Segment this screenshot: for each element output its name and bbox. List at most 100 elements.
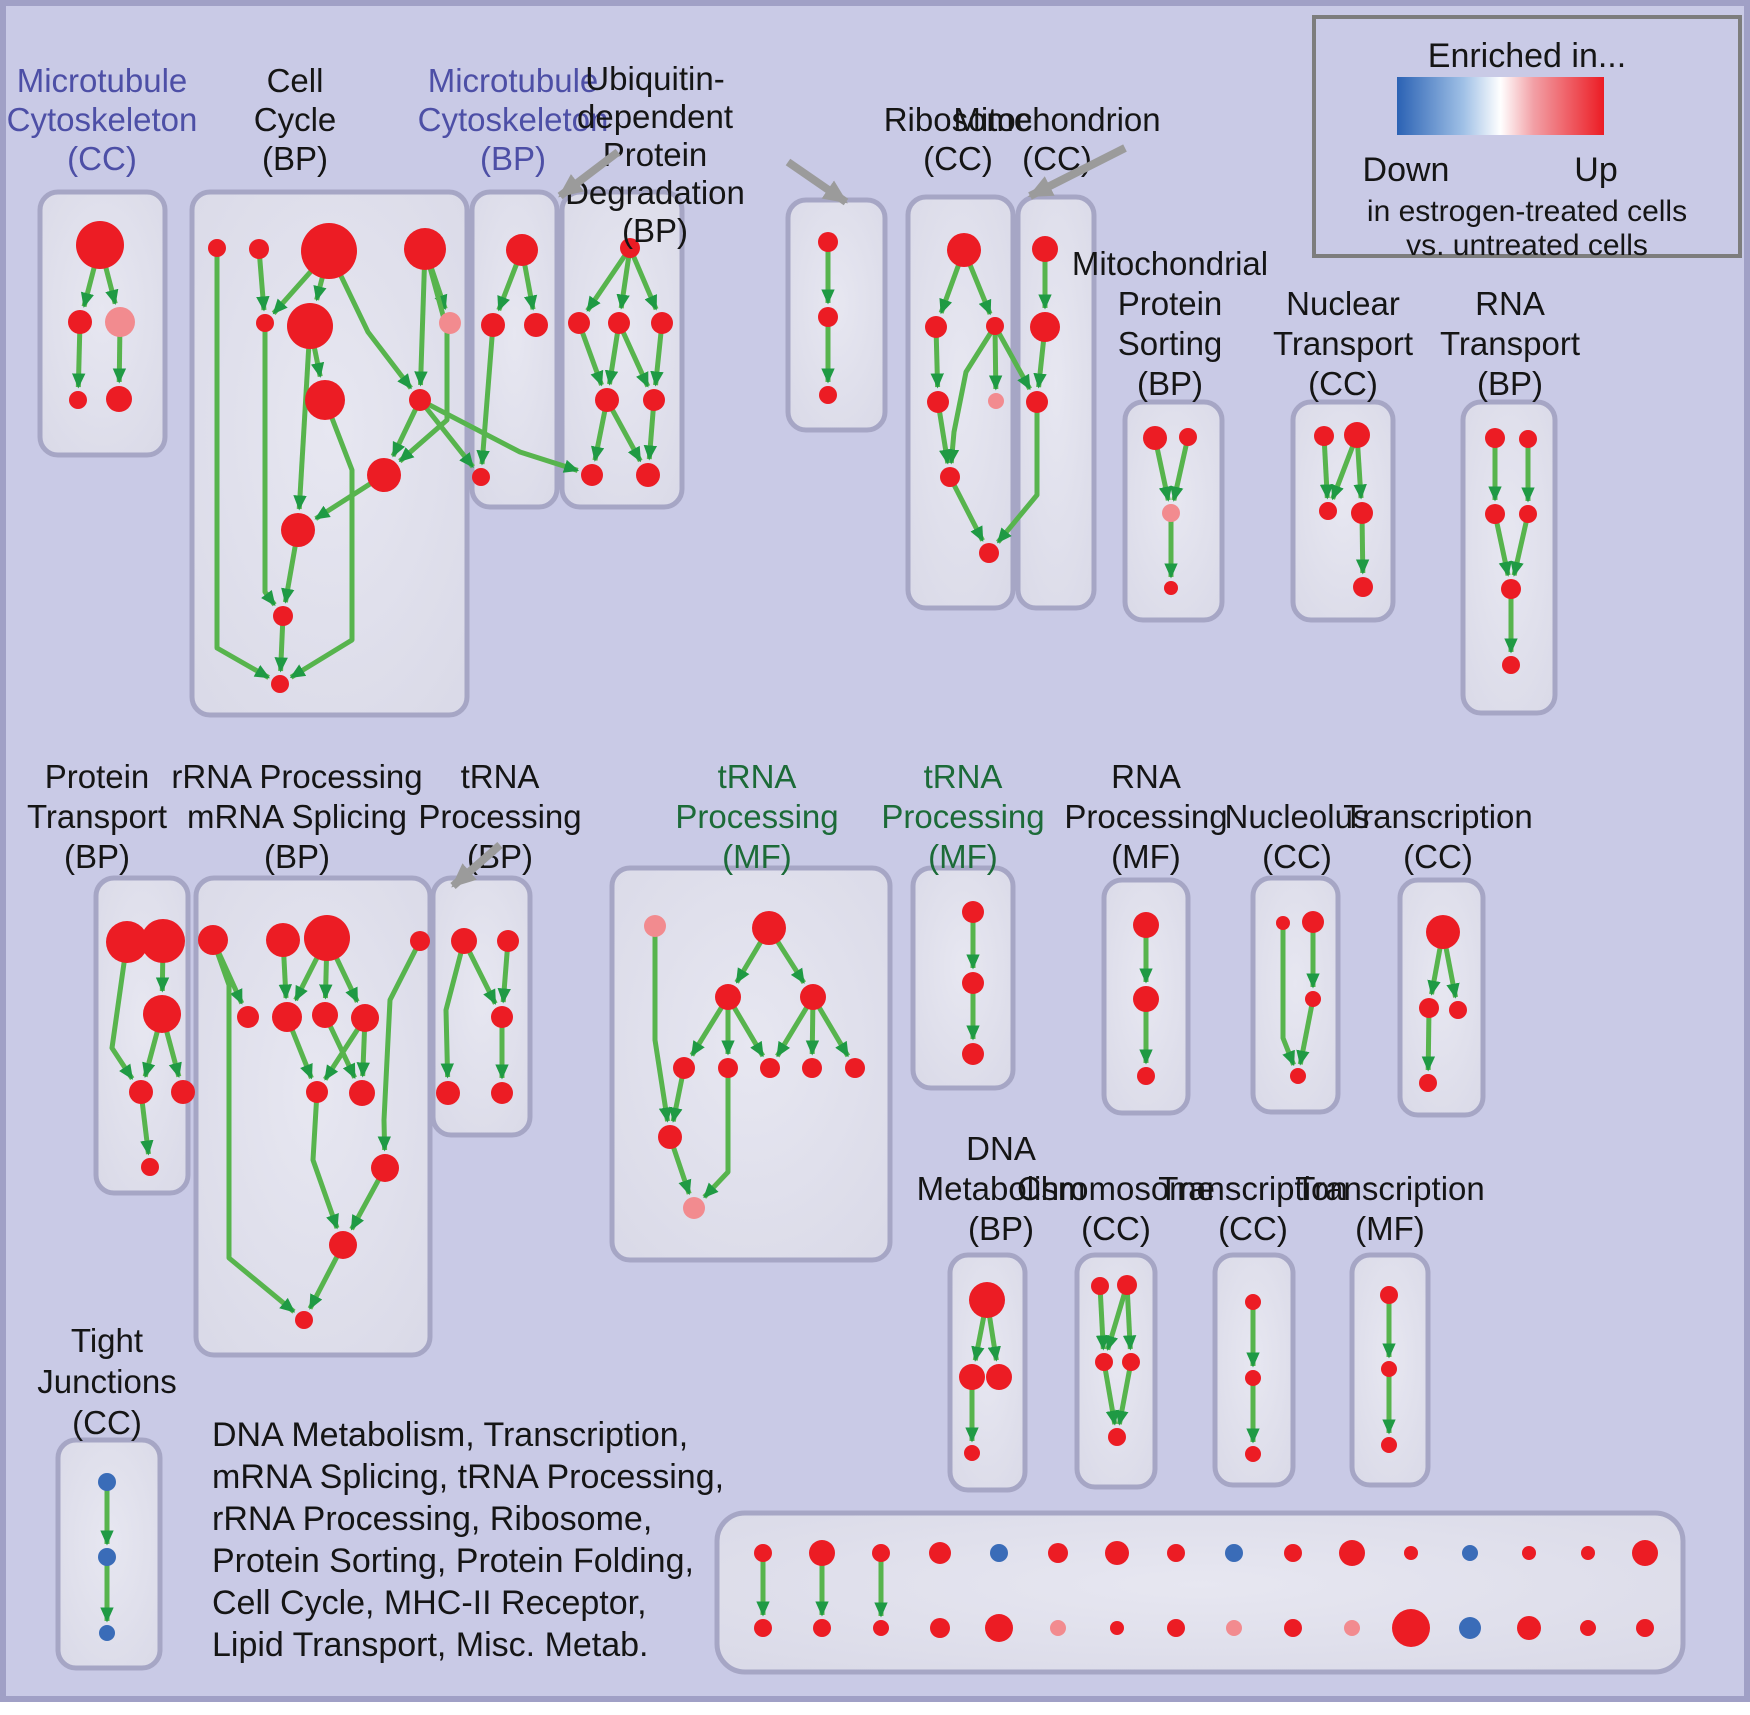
go-term-node xyxy=(985,1614,1013,1642)
go-term-edge xyxy=(988,325,1003,391)
go-term-node xyxy=(1117,1275,1137,1295)
go-term-node xyxy=(608,312,630,334)
go-term-node xyxy=(1632,1540,1658,1566)
go-term-edge xyxy=(627,247,659,311)
go-term-node xyxy=(988,393,1004,409)
go-term-edge xyxy=(289,399,355,680)
go-term-node xyxy=(802,1058,822,1078)
go-term-node xyxy=(1284,1619,1302,1637)
go-term-node xyxy=(1404,1546,1418,1560)
go-term-edge xyxy=(476,324,496,466)
go-term-edge xyxy=(326,249,413,390)
go-term-node xyxy=(249,239,269,259)
go-term-node xyxy=(106,921,148,963)
cluster-box-microtubule-cytoskeleton-bp xyxy=(469,189,560,510)
go-term-node xyxy=(873,1620,889,1636)
go-term-node xyxy=(439,312,461,334)
go-term-edge xyxy=(1510,513,1531,577)
go-term-node xyxy=(754,1544,772,1562)
go-term-node xyxy=(301,223,357,279)
go-term-edge xyxy=(1105,1284,1130,1351)
go-term-node xyxy=(1048,1543,1068,1563)
label-pointer-arrow xyxy=(785,158,849,206)
go-term-node xyxy=(818,232,838,252)
go-term-node xyxy=(962,1043,984,1065)
label-pointer-arrow xyxy=(557,148,621,200)
go-term-node xyxy=(809,1540,835,1566)
go-term-node xyxy=(1580,1620,1596,1636)
cluster-box-nuclear-transport-cc xyxy=(1290,399,1396,623)
go-term-node xyxy=(1167,1619,1185,1637)
go-term-node xyxy=(1381,1361,1397,1377)
go-term-node xyxy=(1095,1353,1113,1371)
go-term-node xyxy=(1339,1540,1365,1566)
go-term-node xyxy=(208,239,226,257)
go-term-node xyxy=(481,313,505,337)
go-term-node xyxy=(947,233,981,267)
go-term-edge xyxy=(1115,1361,1134,1426)
go-term-edge xyxy=(1280,923,1296,1067)
go-term-node xyxy=(683,1197,705,1219)
go-term-node xyxy=(1353,577,1373,597)
legend-down-label: Down xyxy=(1362,151,1450,189)
go-term-node xyxy=(1517,1616,1541,1640)
go-term-node xyxy=(436,1081,460,1105)
go-term-node xyxy=(1226,1620,1242,1636)
legend-up-label: Up xyxy=(1574,151,1618,189)
cluster-label-nucleolus-cc: Nucleolus (CC) xyxy=(1225,798,1370,875)
go-term-edge xyxy=(377,939,423,1152)
go-term-node xyxy=(1302,911,1324,933)
go-term-node xyxy=(472,468,490,486)
go-term-edge xyxy=(1296,998,1316,1066)
go-term-node xyxy=(818,307,838,327)
legend-subtitle-line2: vs. untreated cells xyxy=(1406,229,1648,262)
cluster-box-trna-processing-mf-large xyxy=(609,865,893,1263)
go-term-node xyxy=(69,391,87,409)
go-term-edge xyxy=(992,324,1032,391)
go-term-node xyxy=(491,1082,513,1104)
cluster-label-nuclear-transport-cc: Nuclear Transport (CC) xyxy=(1273,285,1413,402)
go-term-node xyxy=(1143,426,1167,450)
go-term-edge xyxy=(1492,513,1512,577)
go-term-node xyxy=(1344,1620,1360,1636)
go-term-node xyxy=(872,1544,890,1562)
go-term-node xyxy=(272,1002,302,1032)
go-term-node xyxy=(964,1445,980,1461)
go-term-node xyxy=(718,1058,738,1078)
cluster-box-nucleolus-cc xyxy=(1250,875,1341,1115)
go-term-node xyxy=(760,1058,780,1078)
go-term-edge xyxy=(995,402,1040,544)
cluster-box-transcription-cc-low xyxy=(1212,1252,1296,1488)
go-term-edge xyxy=(261,323,277,607)
cluster-label-rna-processing-mf: RNA Processing (MF) xyxy=(1064,758,1227,875)
go-term-node xyxy=(129,1080,153,1104)
annotation-line: Cell Cycle, MHC-II Receptor, xyxy=(212,1584,647,1622)
legend-subtitle-line1: in estrogen-treated cells xyxy=(1366,195,1688,228)
go-term-node xyxy=(273,606,293,626)
go-term-node xyxy=(367,458,401,492)
go-term-edge xyxy=(214,248,270,680)
go-term-node xyxy=(1179,428,1197,446)
go-term-node xyxy=(1419,1074,1437,1092)
go-term-edge xyxy=(398,248,450,464)
annotation-line: Protein Sorting, Protein Folding, xyxy=(212,1542,694,1580)
annotation-line: DNA Metabolism, Transcription, xyxy=(212,1416,689,1454)
go-term-edge xyxy=(945,324,998,465)
go-term-node xyxy=(68,310,92,334)
cluster-label-trna-processing-mf-large: tRNA Processing (MF) xyxy=(675,758,838,875)
legend: Enriched in... Down Up in estrogen-treat… xyxy=(1312,15,1742,262)
go-term-node xyxy=(1502,656,1520,674)
go-term-edge xyxy=(585,246,633,313)
go-term-edge xyxy=(414,248,428,387)
go-term-edge xyxy=(616,321,651,388)
go-term-node xyxy=(1245,1294,1261,1310)
go-term-node xyxy=(1122,1353,1140,1371)
go-term-node xyxy=(644,915,666,937)
go-term-node xyxy=(1276,916,1290,930)
cluster-label-rna-transport-bp: RNA Transport (BP) xyxy=(1440,285,1580,402)
cluster-label-transcription-mf: Transcription (MF) xyxy=(1295,1170,1485,1247)
go-term-node xyxy=(962,901,984,923)
go-term-node xyxy=(1133,912,1159,938)
